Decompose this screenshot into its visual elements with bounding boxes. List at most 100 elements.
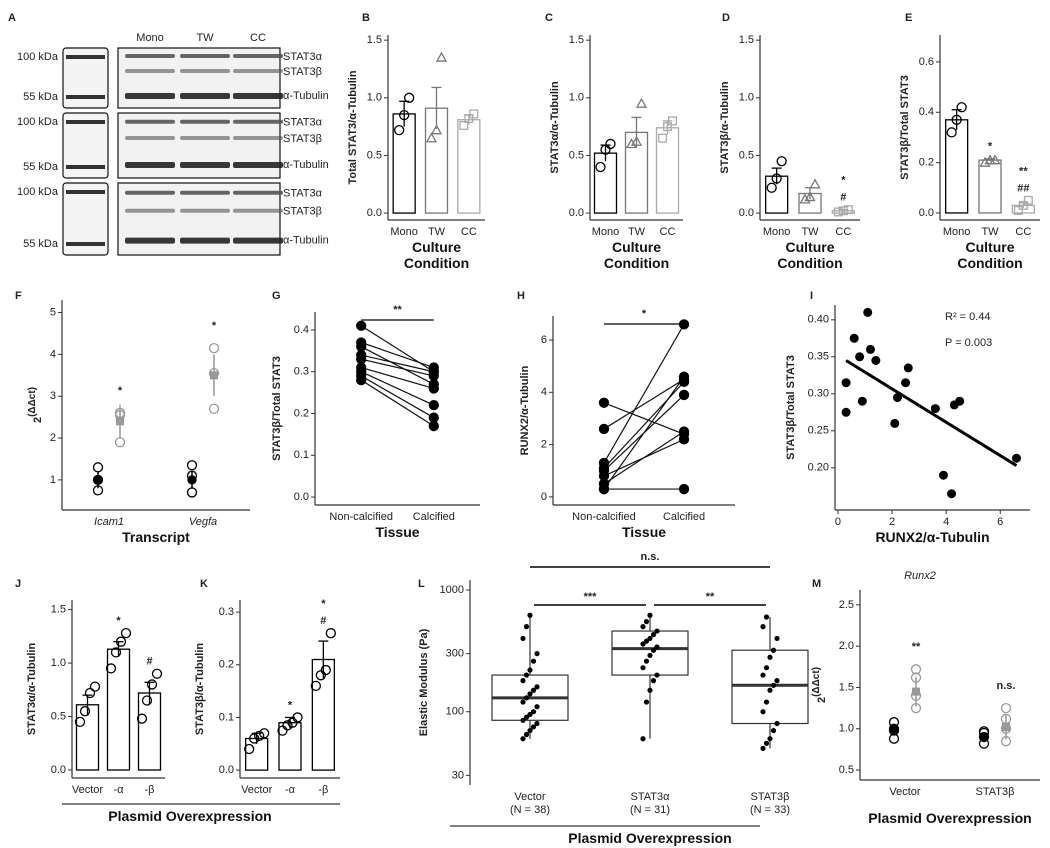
x-tick-label: Calcified <box>663 511 705 523</box>
y-axis-label: STAT3β/α-Tubulin <box>719 81 731 174</box>
blot-band <box>125 119 175 124</box>
lane-label: CC <box>250 32 266 44</box>
data-point <box>946 127 957 138</box>
data-point <box>520 635 526 642</box>
y-axis-label-text: STAT3β/Total STAT3 <box>271 356 283 461</box>
y-axis-label-text: Total STAT3/α-Tubulin <box>347 70 359 184</box>
data-point <box>186 487 198 498</box>
y-tick-label: 0.0 <box>367 207 382 219</box>
annotation: *** <box>584 591 598 603</box>
data-point <box>643 699 650 705</box>
y-axis-label-text: RUNX2/α-Tubulin <box>519 365 531 455</box>
data-point <box>325 628 336 639</box>
bar <box>593 152 618 214</box>
blot-band <box>180 93 230 99</box>
blot-band <box>125 162 175 168</box>
data-point <box>841 407 851 417</box>
panel-letter: E <box>905 12 912 24</box>
data-point <box>763 740 770 746</box>
data-point <box>428 383 439 394</box>
blot-band <box>125 69 175 73</box>
y-tick-label: 0.2 <box>294 407 309 419</box>
data-point <box>947 489 957 499</box>
data-point <box>911 687 921 696</box>
band-label: α-Tubulin <box>283 159 329 171</box>
x-tick-label: CC <box>835 226 851 238</box>
data-point <box>534 651 540 657</box>
data-point <box>208 342 220 354</box>
x-tick-label: TW <box>428 226 446 238</box>
blot-band <box>180 190 230 195</box>
data-point <box>955 396 965 406</box>
y-axis-label: STAT3α/α-Tubulin <box>549 81 561 174</box>
blot-band <box>233 136 283 140</box>
y-tick-label: 0.6 <box>919 56 934 68</box>
panel-letter: A <box>8 12 16 24</box>
annotation: * <box>288 699 293 711</box>
y-tick-label: 3 <box>50 390 56 402</box>
annotation: * <box>212 320 217 332</box>
data-point <box>855 352 865 362</box>
band-label: STAT3α <box>283 51 323 63</box>
marker-label: 100 kDa <box>17 116 59 128</box>
data-point <box>530 724 537 730</box>
blot-band <box>233 162 283 168</box>
x-tick-label: 2 <box>889 516 895 528</box>
blot-band <box>125 237 175 244</box>
data-point <box>530 687 537 693</box>
bar <box>978 159 1002 214</box>
data-point <box>910 664 922 675</box>
data-point <box>141 695 153 706</box>
data-point <box>871 356 881 366</box>
pair-line <box>603 376 685 490</box>
data-point <box>92 462 104 473</box>
x-tick-label: CC <box>660 226 676 238</box>
x-tick-label: TW <box>981 226 999 238</box>
panel-letter: B <box>362 12 370 24</box>
annotation: ## <box>1017 182 1029 194</box>
band-label: α-Tubulin <box>283 90 329 102</box>
x-tick-label: CC <box>461 226 477 238</box>
pair-line <box>360 379 435 427</box>
y-tick-label: 0.25 <box>808 425 829 437</box>
marker-lane <box>62 47 109 109</box>
data-point <box>643 658 650 664</box>
y-tick-label: 0.1 <box>219 711 234 723</box>
data-point <box>1018 200 1028 210</box>
data-point <box>520 717 526 723</box>
data-point <box>930 404 940 414</box>
data-point <box>136 713 148 724</box>
x-tick-label: -β <box>145 784 155 796</box>
data-point <box>1001 723 1011 732</box>
data-point <box>654 672 660 678</box>
data-point <box>678 483 690 495</box>
data-point <box>640 624 646 630</box>
data-point <box>760 745 766 751</box>
data-point <box>310 680 321 691</box>
data-point <box>767 687 773 693</box>
data-point <box>979 156 991 167</box>
y-tick-label: 0.4 <box>919 106 934 118</box>
data-point <box>625 138 638 149</box>
ladder-band <box>66 190 105 194</box>
data-point <box>598 397 610 408</box>
pair-line <box>603 402 685 435</box>
data-point <box>428 412 439 423</box>
data-point <box>356 374 367 386</box>
data-point <box>760 709 766 715</box>
data-point <box>394 124 405 136</box>
x-tick-label: -β <box>318 784 328 796</box>
band-label: STAT3α <box>283 188 323 200</box>
panel-letter: C <box>545 12 553 24</box>
data-point <box>650 632 657 638</box>
panel-letter: G <box>272 290 281 302</box>
marker-label: 55 kDa <box>23 91 59 103</box>
data-point <box>530 709 537 715</box>
y-tick-label: 0.20 <box>808 462 829 474</box>
x-tick-label: -α <box>113 784 124 796</box>
annotation: * <box>841 175 846 187</box>
y-tick-label: 100 <box>446 706 464 718</box>
x-tick-label: Vector <box>241 784 273 796</box>
data-point <box>605 138 616 150</box>
pair-line <box>360 346 435 385</box>
